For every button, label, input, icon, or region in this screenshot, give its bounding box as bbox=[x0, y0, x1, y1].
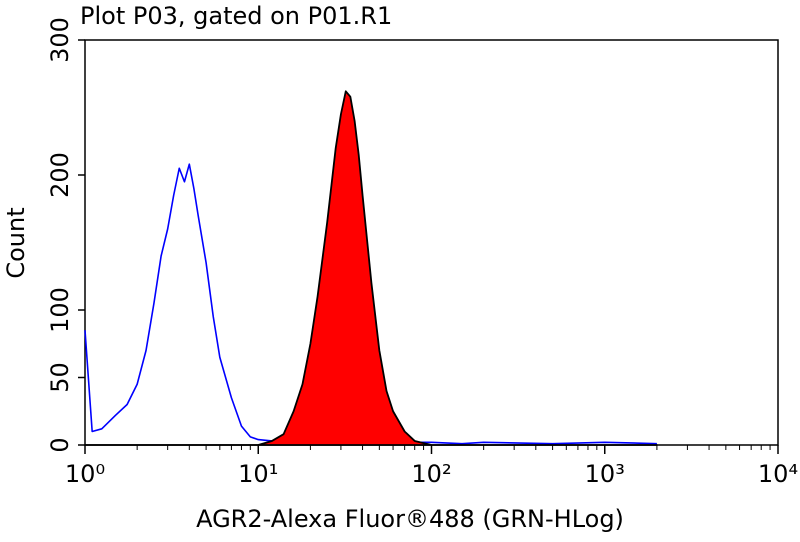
x-tick-label: 10² bbox=[411, 460, 451, 488]
y-tick-label: 300 bbox=[46, 17, 74, 63]
x-tick-label: 10⁰ bbox=[65, 460, 105, 488]
x-tick-label: 10¹ bbox=[238, 460, 278, 488]
plot-frame bbox=[84, 39, 779, 446]
y-tick-label: 200 bbox=[46, 152, 74, 198]
x-tick-label: 10⁴ bbox=[758, 460, 798, 488]
y-tick-label: 50 bbox=[46, 362, 74, 393]
x-tick-label: 10³ bbox=[585, 460, 625, 488]
chart-title: Plot P03, gated on P01.R1 bbox=[80, 2, 392, 30]
y-tick-label: 0 bbox=[46, 437, 74, 452]
x-axis-label: AGR2-Alexa Fluor®488 (GRN-HLog) bbox=[196, 505, 624, 533]
y-tick-label: 100 bbox=[46, 287, 74, 333]
y-axis-label: Count bbox=[2, 207, 30, 278]
histogram-area bbox=[84, 90, 658, 446]
